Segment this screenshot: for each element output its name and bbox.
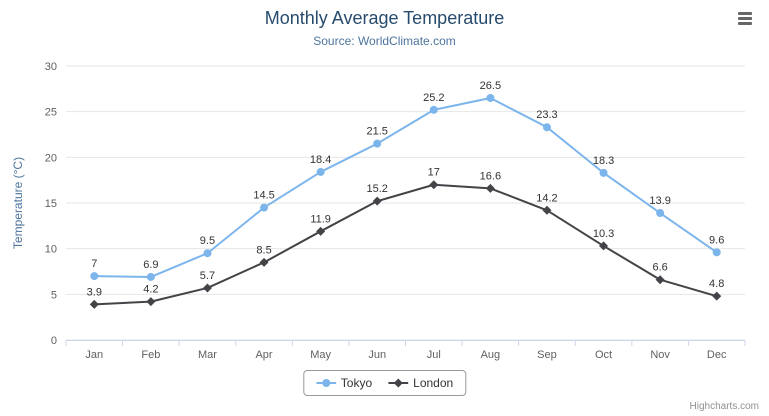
hamburger-icon — [738, 12, 752, 15]
data-label: 23.3 — [536, 109, 557, 121]
data-point-tokyo-mar[interactable] — [203, 249, 212, 258]
y-tick-label: 20 — [45, 152, 57, 164]
data-label: 13.9 — [649, 195, 670, 207]
data-label: 3.9 — [87, 286, 102, 298]
hamburger-icon — [738, 17, 752, 20]
legend-marker-diamond-icon — [388, 378, 409, 388]
legend-item-label: Tokyo — [340, 376, 373, 390]
series-line-london — [93, 183, 718, 306]
series-datalabels-london: 3.9 4.2 5.7 8.5 11.9 15.2 17 16.6 14.2 10.3 6.6 4.8 — [87, 167, 725, 299]
data-label: 15.2 — [366, 183, 387, 195]
y-axis-title: Temperature (°C) — [11, 157, 25, 249]
series-line-tokyo — [93, 96, 718, 278]
data-label: 6.6 — [652, 262, 667, 274]
data-label: 9.5 — [200, 235, 215, 247]
data-point-tokyo-may[interactable] — [316, 167, 325, 176]
y-tick-label: 25 — [45, 107, 57, 119]
x-tick-label: Mar — [198, 349, 217, 361]
data-point-london-mar[interactable] — [202, 283, 212, 293]
data-point-london-apr[interactable] — [259, 257, 269, 267]
chart-subtitle: Source: WorldClimate.com — [313, 34, 456, 48]
x-tick-label: Jan — [85, 349, 103, 361]
data-label: 25.2 — [423, 92, 444, 104]
x-axis — [65, 340, 746, 346]
data-label: 21.5 — [366, 126, 387, 138]
data-point-london-may[interactable] — [316, 226, 326, 236]
x-tick-label: Nov — [650, 349, 670, 361]
y-grid — [66, 65, 745, 341]
y-axis-labels: 0 5 10 15 20 25 30 — [45, 61, 57, 347]
legend-marker-circle-icon — [315, 379, 336, 387]
x-tick-label: Jul — [427, 349, 441, 361]
data-label: 5.7 — [200, 270, 215, 282]
data-point-tokyo-oct[interactable] — [599, 168, 608, 177]
legend-item-london[interactable]: London — [388, 376, 453, 390]
data-point-tokyo-jul[interactable] — [429, 105, 438, 114]
data-label: 18.3 — [593, 155, 614, 167]
legend: Tokyo London — [302, 370, 467, 396]
data-label: 4.8 — [709, 278, 724, 290]
context-menu-button[interactable] — [735, 10, 755, 27]
y-tick-label: 0 — [51, 335, 57, 347]
series-markers-tokyo — [90, 93, 721, 281]
x-tick-label: Jun — [368, 349, 386, 361]
data-label: 14.2 — [536, 192, 557, 204]
series-markers-london — [89, 180, 722, 309]
x-tick-label: Apr — [255, 349, 272, 361]
data-point-london-jan[interactable] — [89, 299, 99, 309]
x-tick-label: May — [310, 349, 331, 361]
data-point-tokyo-feb[interactable] — [146, 272, 155, 281]
data-point-tokyo-nov[interactable] — [656, 209, 665, 218]
data-point-london-sep[interactable] — [542, 205, 552, 215]
data-label: 6.9 — [143, 259, 158, 271]
data-point-london-feb[interactable] — [146, 297, 156, 307]
y-tick-label: 30 — [45, 61, 57, 73]
legend-item-tokyo[interactable]: Tokyo — [315, 376, 373, 390]
y-tick-label: 5 — [51, 289, 57, 301]
data-label: 10.3 — [593, 228, 614, 240]
credits-link[interactable]: Highcharts.com — [689, 401, 759, 412]
data-label: 18.4 — [310, 154, 331, 166]
chart-title: Monthly Average Temperature — [264, 8, 505, 28]
data-point-tokyo-sep[interactable] — [542, 123, 551, 132]
data-label: 9.6 — [709, 234, 724, 246]
data-label: 16.6 — [480, 170, 501, 182]
data-point-tokyo-jan[interactable] — [90, 272, 99, 281]
data-point-london-jul[interactable] — [429, 180, 439, 190]
hamburger-icon — [738, 22, 752, 25]
data-point-tokyo-aug[interactable] — [486, 93, 495, 102]
data-label: 14.5 — [253, 190, 274, 202]
x-tick-label: Aug — [481, 349, 501, 361]
y-tick-label: 15 — [45, 198, 57, 210]
legend-item-label: London — [413, 376, 454, 390]
data-point-london-jun[interactable] — [372, 196, 382, 206]
x-axis-labels: Jan Feb Mar Apr May Jun Jul Aug Sep Oct Nov Dec — [85, 349, 727, 361]
data-label: 11.9 — [310, 213, 331, 225]
x-tick-label: Dec — [707, 349, 727, 361]
data-point-london-aug[interactable] — [485, 183, 495, 193]
y-tick-label: 10 — [45, 244, 57, 256]
data-point-tokyo-jun[interactable] — [373, 139, 382, 148]
data-point-tokyo-apr[interactable] — [260, 203, 269, 212]
data-point-london-oct[interactable] — [599, 241, 609, 251]
data-label: 7 — [91, 258, 97, 270]
data-point-london-dec[interactable] — [712, 291, 722, 301]
x-tick-label: Oct — [595, 349, 612, 361]
data-label: 4.2 — [143, 284, 158, 296]
data-label: 8.5 — [256, 244, 271, 256]
data-point-london-nov[interactable] — [655, 275, 665, 285]
series-datalabels-tokyo: 7 6.9 9.5 14.5 18.4 21.5 25.2 26.5 23.3 18.3 13.9 9… — [91, 80, 724, 271]
data-label: 17 — [428, 167, 440, 179]
data-label: 26.5 — [480, 80, 501, 92]
data-point-tokyo-dec[interactable] — [712, 248, 721, 257]
x-tick-label: Sep — [537, 349, 557, 361]
x-tick-label: Feb — [141, 349, 160, 361]
